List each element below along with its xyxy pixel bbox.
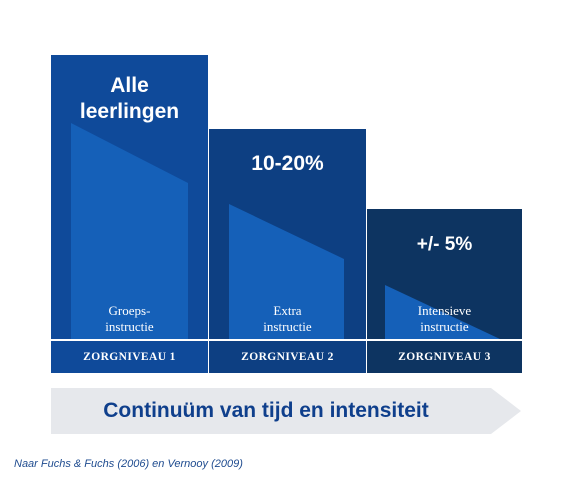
level-3-desc-line1: Intensieve (417, 303, 472, 318)
zorgniveau-2-block: 10-20% Extra instructie ZORGNIVEAU 2 (209, 129, 366, 373)
level-3-heading: +/- 5% (416, 234, 473, 255)
level-2-wedge-shape (229, 204, 344, 339)
level-3-footer: ZORGNIVEAU 3 (398, 351, 491, 363)
level-1-heading-line2: leerlingen (79, 100, 180, 123)
level-2-desc-line1: Extra (273, 303, 302, 318)
level-3-divider (367, 339, 522, 341)
level-2-footer: ZORGNIVEAU 2 (241, 351, 334, 363)
level-3-wedge-shape (385, 285, 500, 339)
zorgniveau-3-block: +/- 5% Intensieve instructie ZORGNIVEAU … (367, 209, 522, 373)
level-1-description: Groeps- instructie (51, 303, 208, 335)
level-2-desc-line2: instructie (263, 319, 312, 334)
level-3-description: Intensieve instructie (367, 303, 522, 335)
level-1-desc-line2: instructie (105, 319, 154, 334)
level-3-desc-line2: instructie (420, 319, 469, 334)
level-1-heading: Alle leerlingen (51, 73, 208, 125)
continuum-arrow-shape (51, 388, 521, 434)
zorgniveau-1-block: Alle leerlingen Groeps- instructie ZORGN… (51, 55, 208, 373)
level-1-footer: ZORGNIVEAU 1 (83, 351, 176, 363)
level-1-desc-line1: Groeps- (108, 303, 151, 318)
source-citation: Naar Fuchs & Fuchs (2006) en Vernooy (20… (14, 458, 243, 470)
level-1-heading-line1: Alle (110, 74, 149, 97)
level-2-description: Extra instructie (209, 303, 366, 335)
level-2-heading: 10-20% (251, 152, 324, 175)
level-1-wedge-shape (71, 123, 188, 339)
continuum-arrow-label: Continuüm van tijd en intensiteit (103, 399, 429, 422)
level-2-divider (209, 339, 366, 341)
level-1-divider (51, 339, 208, 341)
